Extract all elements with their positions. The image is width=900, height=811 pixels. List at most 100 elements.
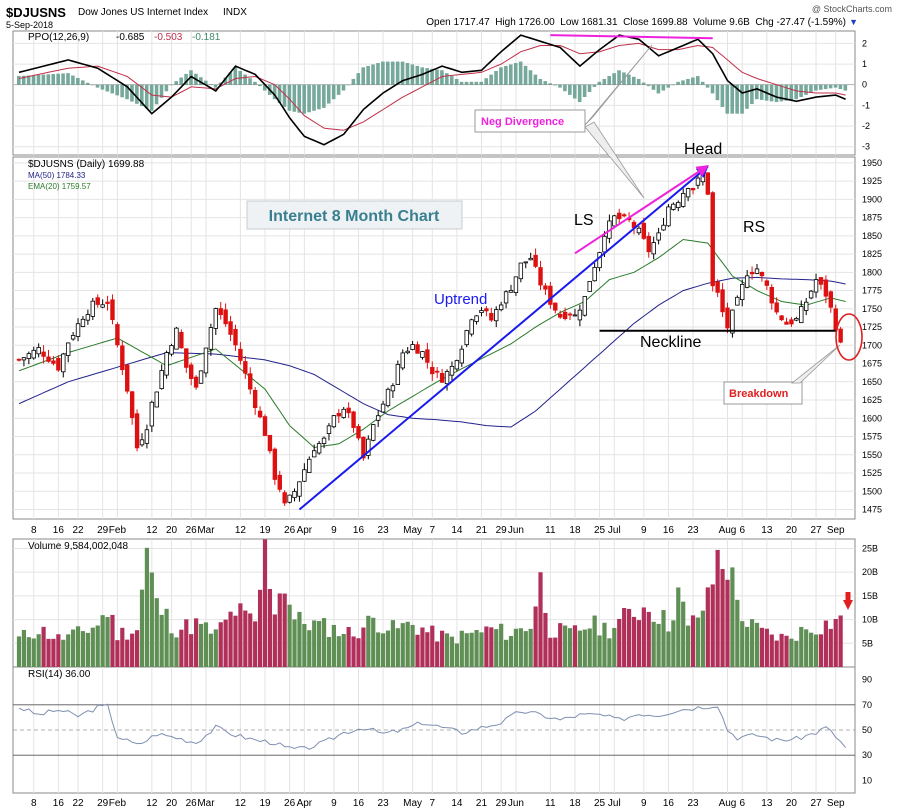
ppo-histogram-bar: [85, 82, 90, 85]
volume-bar: [518, 628, 523, 667]
ppo-histogram-bar: [809, 84, 813, 93]
ppo-histogram-bar: [454, 78, 459, 85]
ppo-histogram-bar: [838, 84, 843, 90]
volume-bar: [223, 619, 228, 667]
candle-body: [676, 202, 681, 209]
rs-label: RS: [743, 219, 765, 236]
candle-body: [218, 308, 223, 316]
candle-body: [385, 388, 391, 407]
candle-body: [528, 257, 533, 261]
candle-body: [764, 280, 770, 286]
ppo-histogram-bar: [203, 80, 208, 85]
volume-bar: [26, 637, 31, 667]
ppo-histogram-bar: [518, 61, 523, 85]
x-tick-label-bottom: 22: [72, 798, 84, 809]
breakdown-volume-arrow-icon: [843, 600, 853, 610]
volume-bar: [838, 615, 843, 667]
candle-body: [740, 284, 745, 300]
candle-body: [311, 450, 317, 458]
ppo-histogram-bar: [479, 81, 484, 85]
ppo-histogram-bar: [799, 84, 803, 98]
ppo-histogram-bar: [435, 69, 439, 85]
volume-bar: [607, 638, 612, 667]
volume-bar: [385, 630, 391, 667]
candle-body: [558, 313, 563, 318]
ppo-histogram-bar: [568, 84, 572, 95]
candle-body: [208, 327, 214, 350]
volume-bar: [818, 634, 824, 667]
ppo-histogram-bar: [617, 70, 621, 85]
ppo-histogram-bar: [818, 84, 823, 90]
candle-body: [70, 335, 76, 340]
x-tick-label-top: 16: [663, 525, 675, 536]
watermark: @ StockCharts.com: [812, 4, 892, 14]
ppo-hist-value: -0.181: [192, 32, 221, 43]
volume-bar: [336, 636, 341, 667]
candle-body: [139, 439, 145, 446]
volume-bar: [749, 619, 755, 667]
volume-bar: [572, 625, 578, 667]
volume-bar: [813, 634, 819, 667]
breakdown-circle: [835, 313, 863, 361]
x-tick-label-top: 16: [353, 525, 365, 536]
volume-bar: [307, 630, 312, 667]
ppo-histogram-bar: [759, 84, 764, 100]
volume-bar: [764, 628, 769, 667]
price-tick-label: 1775: [862, 286, 882, 296]
candle-body: [685, 188, 691, 198]
x-tick-label-bottom: 18: [569, 798, 581, 809]
volume-bar: [617, 618, 622, 667]
ppo-histogram-bar: [755, 84, 759, 100]
ppo-histogram-bar: [31, 75, 36, 85]
candle-body: [430, 366, 435, 375]
volume-bar: [720, 568, 725, 667]
volume-bar: [302, 623, 307, 667]
price-tick-label: 1800: [862, 267, 882, 277]
volume-bar: [474, 629, 479, 667]
candle-body: [794, 317, 799, 321]
volume-bar: [134, 630, 140, 667]
candle-body: [351, 411, 356, 428]
ppo-divergence-line: [550, 34, 713, 40]
price-tick-label: 1525: [862, 468, 882, 478]
ppo-histogram-bar: [174, 81, 179, 85]
ppo-histogram-bar: [144, 84, 149, 109]
price-tick-label: 1575: [862, 432, 882, 442]
price-tick-label: 1550: [862, 450, 882, 460]
candle-body: [710, 192, 715, 287]
volume-bar: [435, 641, 440, 667]
volume-bar: [189, 634, 194, 667]
volume-bar: [440, 630, 445, 667]
ppo-histogram-bar: [509, 64, 513, 85]
ppo-tick-label: 2: [862, 38, 867, 48]
candle-body: [572, 314, 578, 317]
ppo-histogram-bar: [331, 84, 336, 100]
x-tick-label-bottom: Aug: [719, 798, 737, 809]
volume-bar: [799, 626, 804, 667]
volume-bar: [464, 633, 469, 667]
volume-bar: [499, 623, 504, 667]
ppo-histogram-bar: [543, 81, 548, 85]
candle-body: [361, 436, 366, 459]
volume-bar: [735, 599, 740, 667]
candle-body: [671, 203, 676, 210]
ppo-histogram-bar: [646, 84, 651, 87]
ppo-histogram-bar: [287, 84, 292, 111]
candle-body: [297, 481, 302, 497]
ppo-histogram-bar: [159, 84, 164, 98]
volume-bar: [85, 632, 90, 667]
volume-bar: [626, 608, 632, 667]
volume-bar: [828, 628, 833, 667]
volume-bar: [376, 632, 381, 667]
ppo-histogram-bar: [381, 61, 385, 85]
volume-bar: [21, 629, 27, 667]
ppo-histogram-bar: [745, 84, 749, 109]
x-tick-label-top: Apr: [297, 525, 313, 536]
ppo-layer: [13, 34, 855, 146]
price-tick-label: 1500: [862, 486, 882, 496]
candle-body: [238, 348, 243, 361]
x-tick-label-top: 9: [641, 525, 647, 536]
ppo-histogram-bar: [140, 84, 144, 107]
x-tick-label-top: Sep: [827, 525, 845, 536]
uptrend-label: Uptrend: [434, 291, 487, 308]
